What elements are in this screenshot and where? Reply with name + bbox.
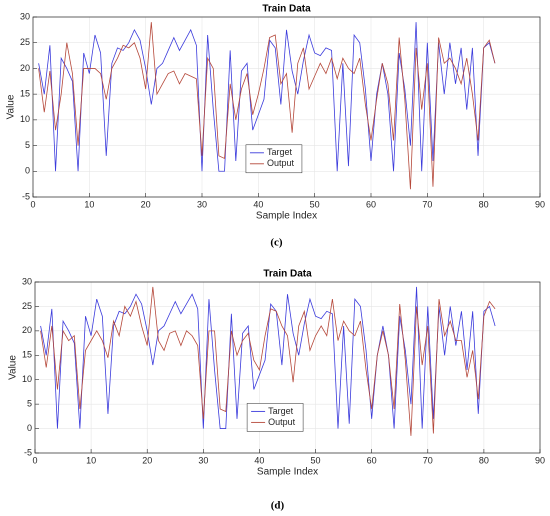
x-tick-label: 50 <box>310 199 320 209</box>
axes-frame <box>32 16 541 198</box>
y-tick-label: 10 <box>20 114 30 124</box>
x-tick-label: 10 <box>84 199 94 209</box>
y-tick-label: 25 <box>20 37 30 47</box>
data-line <box>38 22 496 190</box>
y-tick-label: 30 <box>20 11 30 21</box>
legend-box <box>245 144 303 174</box>
x-tick-label: 60 <box>367 455 377 465</box>
x-tick-label: 60 <box>366 199 376 209</box>
x-tick-label: 0 <box>30 199 35 209</box>
x-tick-label: 90 <box>535 455 545 465</box>
x-tick-label: 80 <box>479 455 489 465</box>
legend-label: Target <box>268 406 294 416</box>
x-tick-label: 40 <box>253 199 263 209</box>
y-tick-label: -5 <box>22 191 30 201</box>
legend-label: Output <box>268 417 296 427</box>
caption: (c) <box>270 237 283 249</box>
x-axis-label: Sample Index <box>256 211 317 222</box>
x-tick-label: 40 <box>254 455 264 465</box>
y-tick-label: -5 <box>24 447 32 457</box>
data-line <box>40 286 496 436</box>
data-line <box>40 286 496 429</box>
caption: (d) <box>271 500 285 512</box>
x-tick-label: 30 <box>198 455 208 465</box>
legend-label: Target <box>267 147 293 157</box>
x-tick-label: 20 <box>141 199 151 209</box>
y-tick-label: 20 <box>20 63 30 73</box>
y-tick-label: 20 <box>22 325 32 335</box>
legend-label: Output <box>267 158 295 168</box>
y-axis-label: Value <box>6 94 17 119</box>
x-tick-label: 20 <box>142 455 152 465</box>
x-tick-label: 70 <box>423 455 433 465</box>
data-line <box>38 22 496 172</box>
x-axis-label: Sample Index <box>257 467 318 478</box>
y-tick-label: 0 <box>25 166 30 176</box>
y-tick-label: 0 <box>27 423 32 433</box>
y-tick-label: 5 <box>25 140 30 150</box>
x-tick-label: 90 <box>535 199 545 209</box>
y-axis-label: Value <box>8 355 19 380</box>
x-tick-label: 80 <box>479 199 489 209</box>
chart-title: Train Data <box>263 269 312 280</box>
x-tick-label: 10 <box>86 455 96 465</box>
axes-frame <box>34 281 541 454</box>
y-tick-label: 25 <box>22 301 32 311</box>
y-tick-label: 30 <box>22 276 32 286</box>
x-tick-label: 50 <box>311 455 321 465</box>
x-tick-label: 70 <box>422 199 432 209</box>
legend-box <box>246 403 304 432</box>
y-tick-label: 15 <box>22 350 32 360</box>
y-tick-label: 10 <box>22 374 32 384</box>
chart-title: Train Data <box>262 4 311 15</box>
x-tick-label: 0 <box>32 455 37 465</box>
y-tick-label: 15 <box>20 89 30 99</box>
y-tick-label: 5 <box>27 399 32 409</box>
x-tick-label: 30 <box>197 199 207 209</box>
